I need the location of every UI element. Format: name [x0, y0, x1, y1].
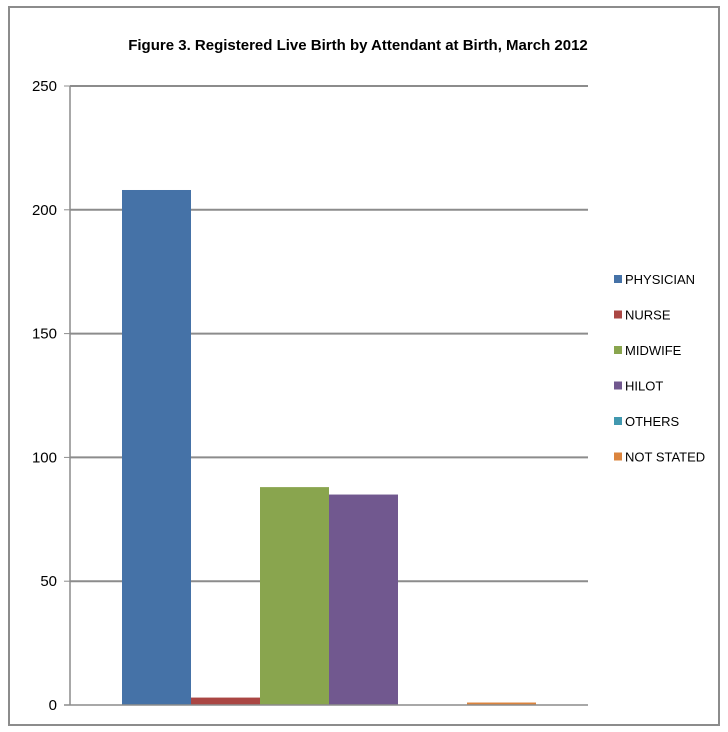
- chart-title: Figure 3. Registered Live Birth by Atten…: [128, 37, 588, 54]
- y-tick-label: 100: [32, 449, 57, 466]
- legend: PHYSICIAN NURSE MIDWIFE HILOT OTHERS NOT STAT…: [614, 272, 705, 465]
- legend-swatch: [614, 275, 622, 283]
- bar-physician: [122, 189, 191, 705]
- legend-swatch: [614, 310, 622, 319]
- axes: [64, 86, 588, 706]
- legend-label: NURSE: [625, 308, 671, 323]
- legend-label: PHYSICIAN: [625, 272, 695, 287]
- y-tick-label: 150: [32, 326, 57, 343]
- y-tick-label: 200: [32, 202, 57, 219]
- bar-nurse: [191, 697, 260, 705]
- y-axis-tick-labels: 0 50 100 150 200 250: [32, 78, 70, 714]
- legend-label: OTHERS: [625, 414, 680, 429]
- legend-swatch: [614, 381, 622, 390]
- legend-label: MIDWIFE: [625, 343, 682, 358]
- y-tick-label: 250: [32, 78, 57, 95]
- bar-not-stated: [467, 702, 536, 705]
- legend-label: NOT STATED: [625, 450, 705, 465]
- legend-swatch: [614, 452, 622, 461]
- y-tick-label: 50: [40, 573, 57, 590]
- legend-label: HILOT: [625, 379, 663, 394]
- bar-hilot: [329, 494, 398, 705]
- bar-midwife: [260, 487, 329, 705]
- legend-swatch: [614, 417, 622, 425]
- y-tick-label: 0: [49, 697, 57, 714]
- legend-swatch: [614, 346, 622, 354]
- bars: [122, 189, 536, 705]
